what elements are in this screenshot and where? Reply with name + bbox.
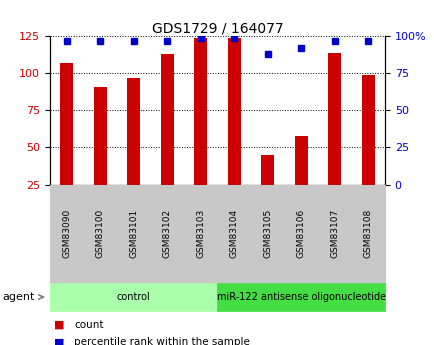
Bar	[294, 136, 307, 185]
Text: miR-122 antisense oligonucleotide: miR-122 antisense oligonucleotide	[216, 292, 385, 302]
Title: GDS1729 / 164077: GDS1729 / 164077	[151, 21, 283, 35]
Text: GSM83107: GSM83107	[329, 209, 339, 258]
Bar	[160, 54, 174, 185]
Text: GSM83108: GSM83108	[363, 209, 372, 258]
Text: ■: ■	[54, 337, 65, 345]
Text: ■: ■	[54, 320, 65, 330]
Bar	[93, 87, 107, 185]
Text: control: control	[117, 292, 150, 302]
Text: GSM83101: GSM83101	[129, 209, 138, 258]
Text: GSM83102: GSM83102	[162, 209, 171, 258]
Bar	[327, 52, 341, 185]
Text: GSM83100: GSM83100	[95, 209, 105, 258]
Bar	[361, 75, 374, 185]
Text: agent: agent	[2, 292, 34, 302]
Bar	[227, 38, 240, 185]
Text: count: count	[74, 320, 103, 330]
Text: percentile rank within the sample: percentile rank within the sample	[74, 337, 249, 345]
Text: GSM83106: GSM83106	[296, 209, 305, 258]
Text: GSM83090: GSM83090	[62, 209, 71, 258]
Bar	[60, 63, 73, 185]
Text: GSM83105: GSM83105	[263, 209, 272, 258]
Text: GSM83103: GSM83103	[196, 209, 205, 258]
Bar	[127, 78, 140, 185]
Bar	[260, 155, 274, 185]
Bar	[194, 38, 207, 185]
Text: GSM83104: GSM83104	[229, 209, 238, 258]
